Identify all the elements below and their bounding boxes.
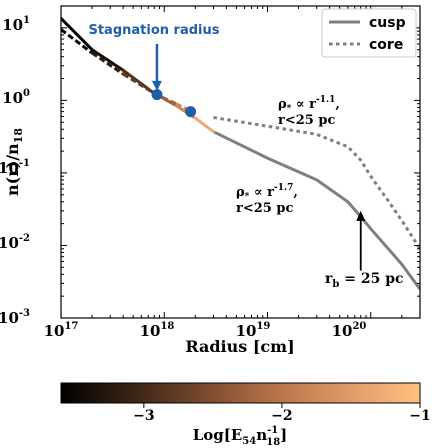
y-tick-label-3: 10-1 (0, 158, 30, 177)
x-tick-label-1: 1017 (44, 321, 79, 340)
y-axis-label: n(r)/n18 (3, 128, 25, 196)
colorbar-label: Log[E54n-1 18] (193, 425, 288, 448)
x-tick-label-3: 1019 (236, 321, 271, 340)
series-layer (61, 16, 420, 290)
stagnation-label: Stagnation radius (88, 23, 219, 38)
series-line-cusp (212, 130, 420, 290)
series-segment (61, 28, 94, 55)
y-tick-label-4: 100 (2, 88, 30, 107)
x-tick-label-2: 1018 (140, 321, 175, 340)
data-points (151, 89, 197, 118)
colorbar-tick-label-2: −2 (271, 408, 292, 424)
cusp-slope-annotation: ρ* ∝ r-1.7, r<25 pc (236, 183, 298, 216)
colorbar: −3 −2 −1 Log[E54n-1 18] (60, 382, 431, 448)
series-segment (90, 48, 125, 72)
y-tick-label-5: 101 (2, 15, 30, 34)
x-axis-label: Radius [cm] (185, 337, 294, 356)
cusp-slope-line1: ρ* ∝ r-1.7, (236, 183, 298, 202)
stagnation-annotation: Stagnation radius (88, 23, 220, 91)
series-segment (61, 16, 94, 52)
y-axis-ticks (61, 5, 420, 319)
core-slope-line2: r<25 pc (278, 113, 335, 128)
core-slope-annotation: ρ* ∝ r-1.1, r<25 pc (278, 95, 340, 128)
rb-label: rb = 25 pc (325, 271, 404, 290)
data-point (185, 106, 197, 118)
core-slope-line1: ρ* ∝ r-1.1, (278, 95, 340, 114)
legend-label-core: core (369, 37, 403, 53)
data-point (151, 89, 163, 101)
series-segment (122, 72, 155, 95)
y-tick-label-2: 10-2 (0, 233, 30, 252)
colorbar-gradient (60, 382, 421, 404)
rb-annotation: rb = 25 pc (325, 210, 404, 290)
y-tick-label-1: 10-3 (0, 308, 30, 327)
legend: cusp core (321, 8, 417, 58)
stagnation-arrow-head (151, 80, 162, 91)
series-segment (193, 116, 215, 134)
cusp-slope-line2: r<25 pc (236, 201, 293, 216)
series-line-core (213, 116, 420, 250)
colorbar-ticks (143, 403, 421, 408)
colorbar-tick-label-1: −3 (133, 408, 154, 424)
legend-label-cusp: cusp (369, 15, 406, 31)
plot-frame (60, 5, 421, 319)
colorbar-tick-label-3: −1 (409, 408, 430, 424)
series-segment (91, 51, 125, 76)
rb-arrow-head (356, 210, 366, 221)
x-tick-labels: 1017 1018 1019 1020 (44, 321, 367, 340)
x-tick-label-4: 1020 (332, 321, 367, 340)
y-tick-labels: 10-3 10-2 10-1 100 101 (0, 15, 30, 327)
